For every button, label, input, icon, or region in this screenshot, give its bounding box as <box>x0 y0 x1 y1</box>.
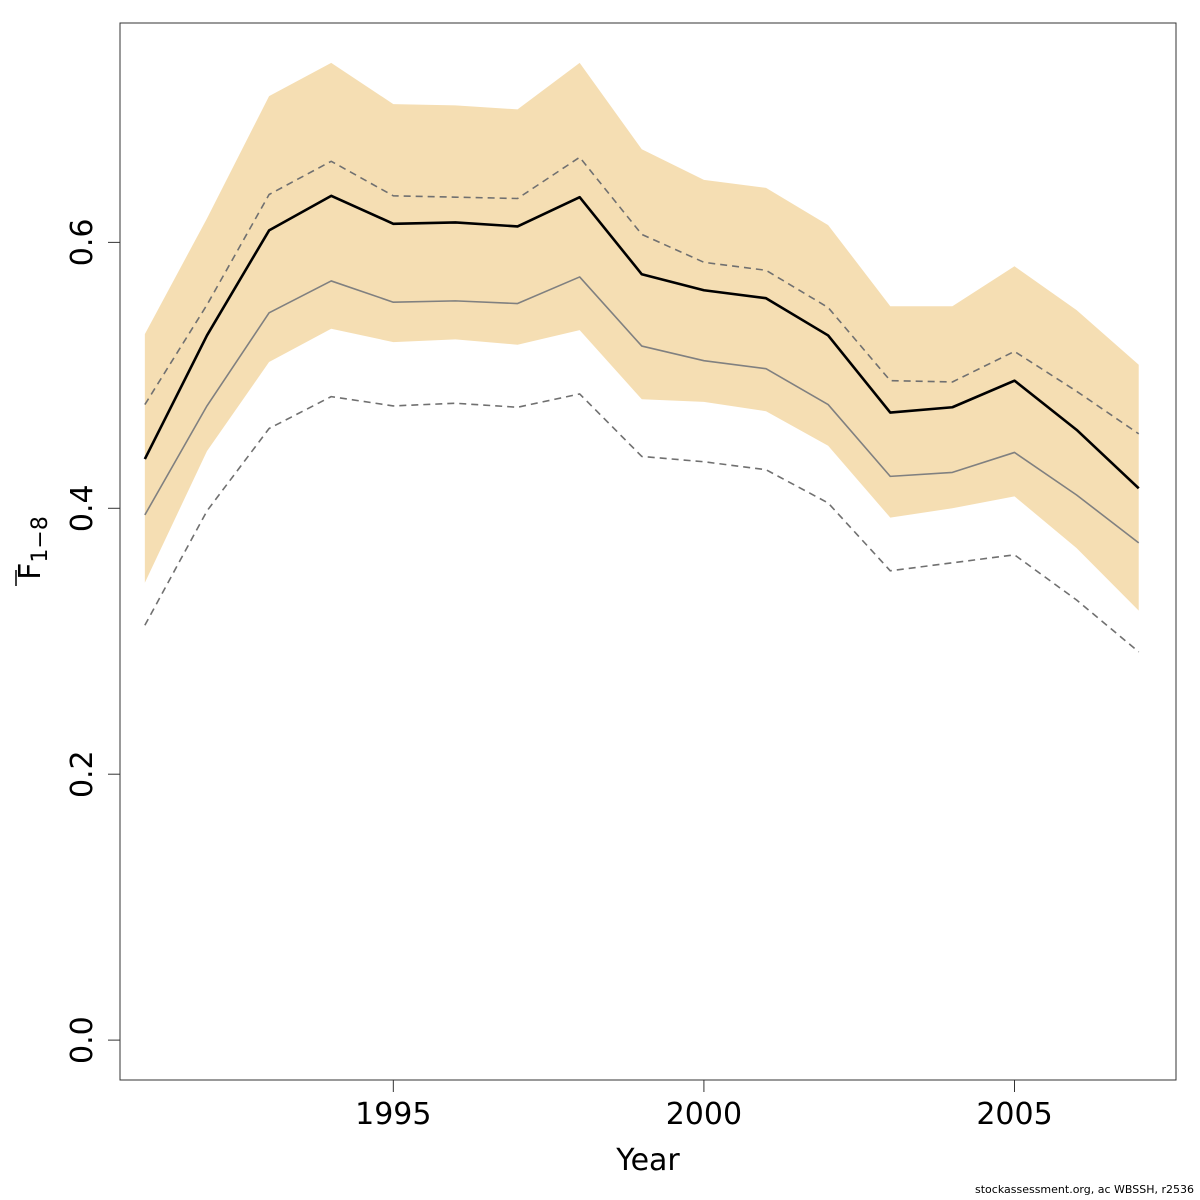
y-tick-label: 0.6 <box>65 219 100 267</box>
y-axis-title: F1−8 <box>13 516 53 586</box>
footer-credit: stockassessment.org, ac WBSSH, r2536 <box>975 1183 1194 1196</box>
y-axis-title-sub: 1−8 <box>28 516 53 562</box>
x-tick-label: 2005 <box>976 1097 1052 1132</box>
plot-frame <box>119 22 1177 1081</box>
y-tick-label: 0.0 <box>65 1016 100 1064</box>
x-axis: 1995 2000 2005 <box>355 1080 1053 1132</box>
series-line-upper-dashed <box>144 156 1140 435</box>
series-line-lower-dashed <box>144 393 1140 653</box>
x-axis-title: Year <box>615 1143 680 1178</box>
y-tick-label-group: 0.0 <box>65 1016 100 1064</box>
svg-text:F1−8: F1−8 <box>13 516 53 580</box>
y-tick-label-group: 0.6 <box>65 219 100 267</box>
y-axis-title-main: F <box>13 563 48 580</box>
y-tick-label: 0.2 <box>65 750 100 798</box>
y-tick-label-group: 0.4 <box>65 484 100 532</box>
y-tick-label-group: 0.2 <box>65 750 100 798</box>
y-tick-label: 0.4 <box>65 484 100 532</box>
confidence-band-area <box>144 62 1139 611</box>
confidence-band <box>144 62 1139 611</box>
x-tick-label: 1995 <box>355 1097 431 1132</box>
series-line-median <box>143 194 1140 490</box>
y-axis: 0.0 0.2 0.4 0.6 <box>65 219 120 1064</box>
series-lines <box>143 156 1140 653</box>
series-line-solid-grey <box>144 276 1140 544</box>
x-tick-label: 2000 <box>666 1097 742 1132</box>
